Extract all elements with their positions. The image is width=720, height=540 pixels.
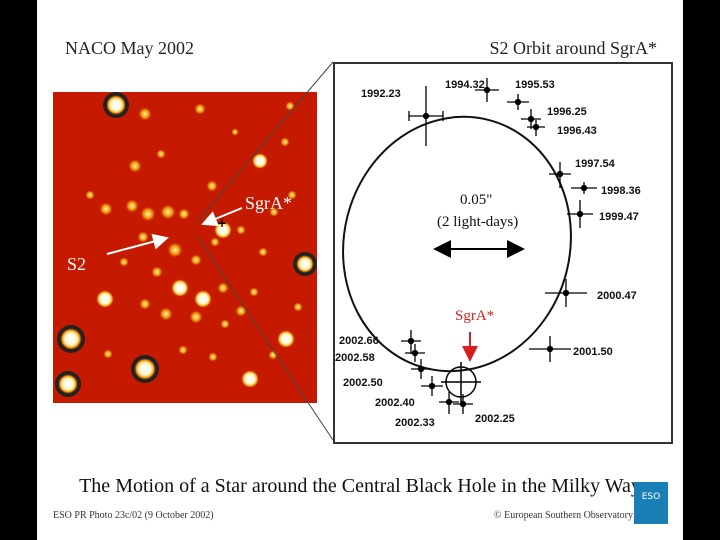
slide: NACO May 2002 S2 Orbit around SgrA* bbox=[37, 0, 683, 540]
epoch-2002-33: 2002.33 bbox=[395, 417, 435, 429]
eso-logo-text: ESO bbox=[641, 492, 661, 502]
epoch-1998-36: 1998.36 bbox=[601, 185, 641, 197]
zoom-connector-bottom bbox=[196, 235, 334, 441]
epoch-2001-50: 2001.50 bbox=[573, 346, 613, 358]
epoch-labels: 1992.23 1994.32 1995.53 1996.25 1996.43 … bbox=[335, 79, 641, 429]
epoch-2002-66: 2002.66 bbox=[339, 335, 379, 347]
star-field-image: + bbox=[53, 92, 317, 403]
orbit-ellipse bbox=[342, 115, 572, 373]
epoch-2000-47: 2000.47 bbox=[597, 290, 637, 302]
copyright: © European Southern Observatory bbox=[494, 510, 633, 521]
epoch-2002-58: 2002.58 bbox=[335, 352, 375, 364]
sgra-marker bbox=[441, 332, 481, 402]
epoch-points bbox=[401, 78, 597, 414]
bright-stars bbox=[55, 92, 317, 397]
epoch-2002-25: 2002.25 bbox=[475, 413, 515, 425]
image-title: NACO May 2002 bbox=[65, 38, 194, 58]
epoch-1996-43: 1996.43 bbox=[557, 125, 597, 137]
epoch-2002-50: 2002.50 bbox=[343, 377, 383, 389]
epoch-1997-54: 1997.54 bbox=[575, 158, 616, 170]
scale-note: (2 light-days) bbox=[437, 214, 518, 230]
photo-credit: ESO PR Photo 23c/02 (9 October 2002) bbox=[53, 510, 214, 521]
sgra-orbit-label: SgrA* bbox=[455, 308, 494, 324]
epoch-1995-53: 1995.53 bbox=[515, 79, 555, 91]
sgra-label: SgrA* bbox=[245, 193, 293, 213]
sgra-arrow bbox=[201, 207, 243, 227]
orbit-diagram: 1992.23 1994.32 1995.53 1996.25 1996.43 … bbox=[333, 62, 673, 444]
s2-arrow bbox=[106, 233, 169, 255]
eso-logo: ESO bbox=[634, 482, 668, 524]
epoch-1994-32: 1994.32 bbox=[445, 79, 485, 91]
epoch-1999-47: 1999.47 bbox=[599, 211, 639, 223]
epoch-1992-23: 1992.23 bbox=[361, 88, 401, 100]
caption: The Motion of a Star around the Central … bbox=[79, 475, 641, 497]
s2-label: S2 bbox=[67, 254, 87, 274]
orbit-title: S2 Orbit around SgrA* bbox=[489, 38, 658, 58]
sgra-center-mark: + bbox=[217, 216, 228, 230]
epoch-2002-40: 2002.40 bbox=[375, 397, 415, 409]
zoom-connector-top bbox=[196, 61, 334, 223]
scale-value: 0.05" bbox=[460, 192, 492, 208]
annotation-layer bbox=[106, 61, 334, 441]
epoch-1996-25: 1996.25 bbox=[547, 106, 587, 118]
faint-stars bbox=[85, 101, 303, 362]
